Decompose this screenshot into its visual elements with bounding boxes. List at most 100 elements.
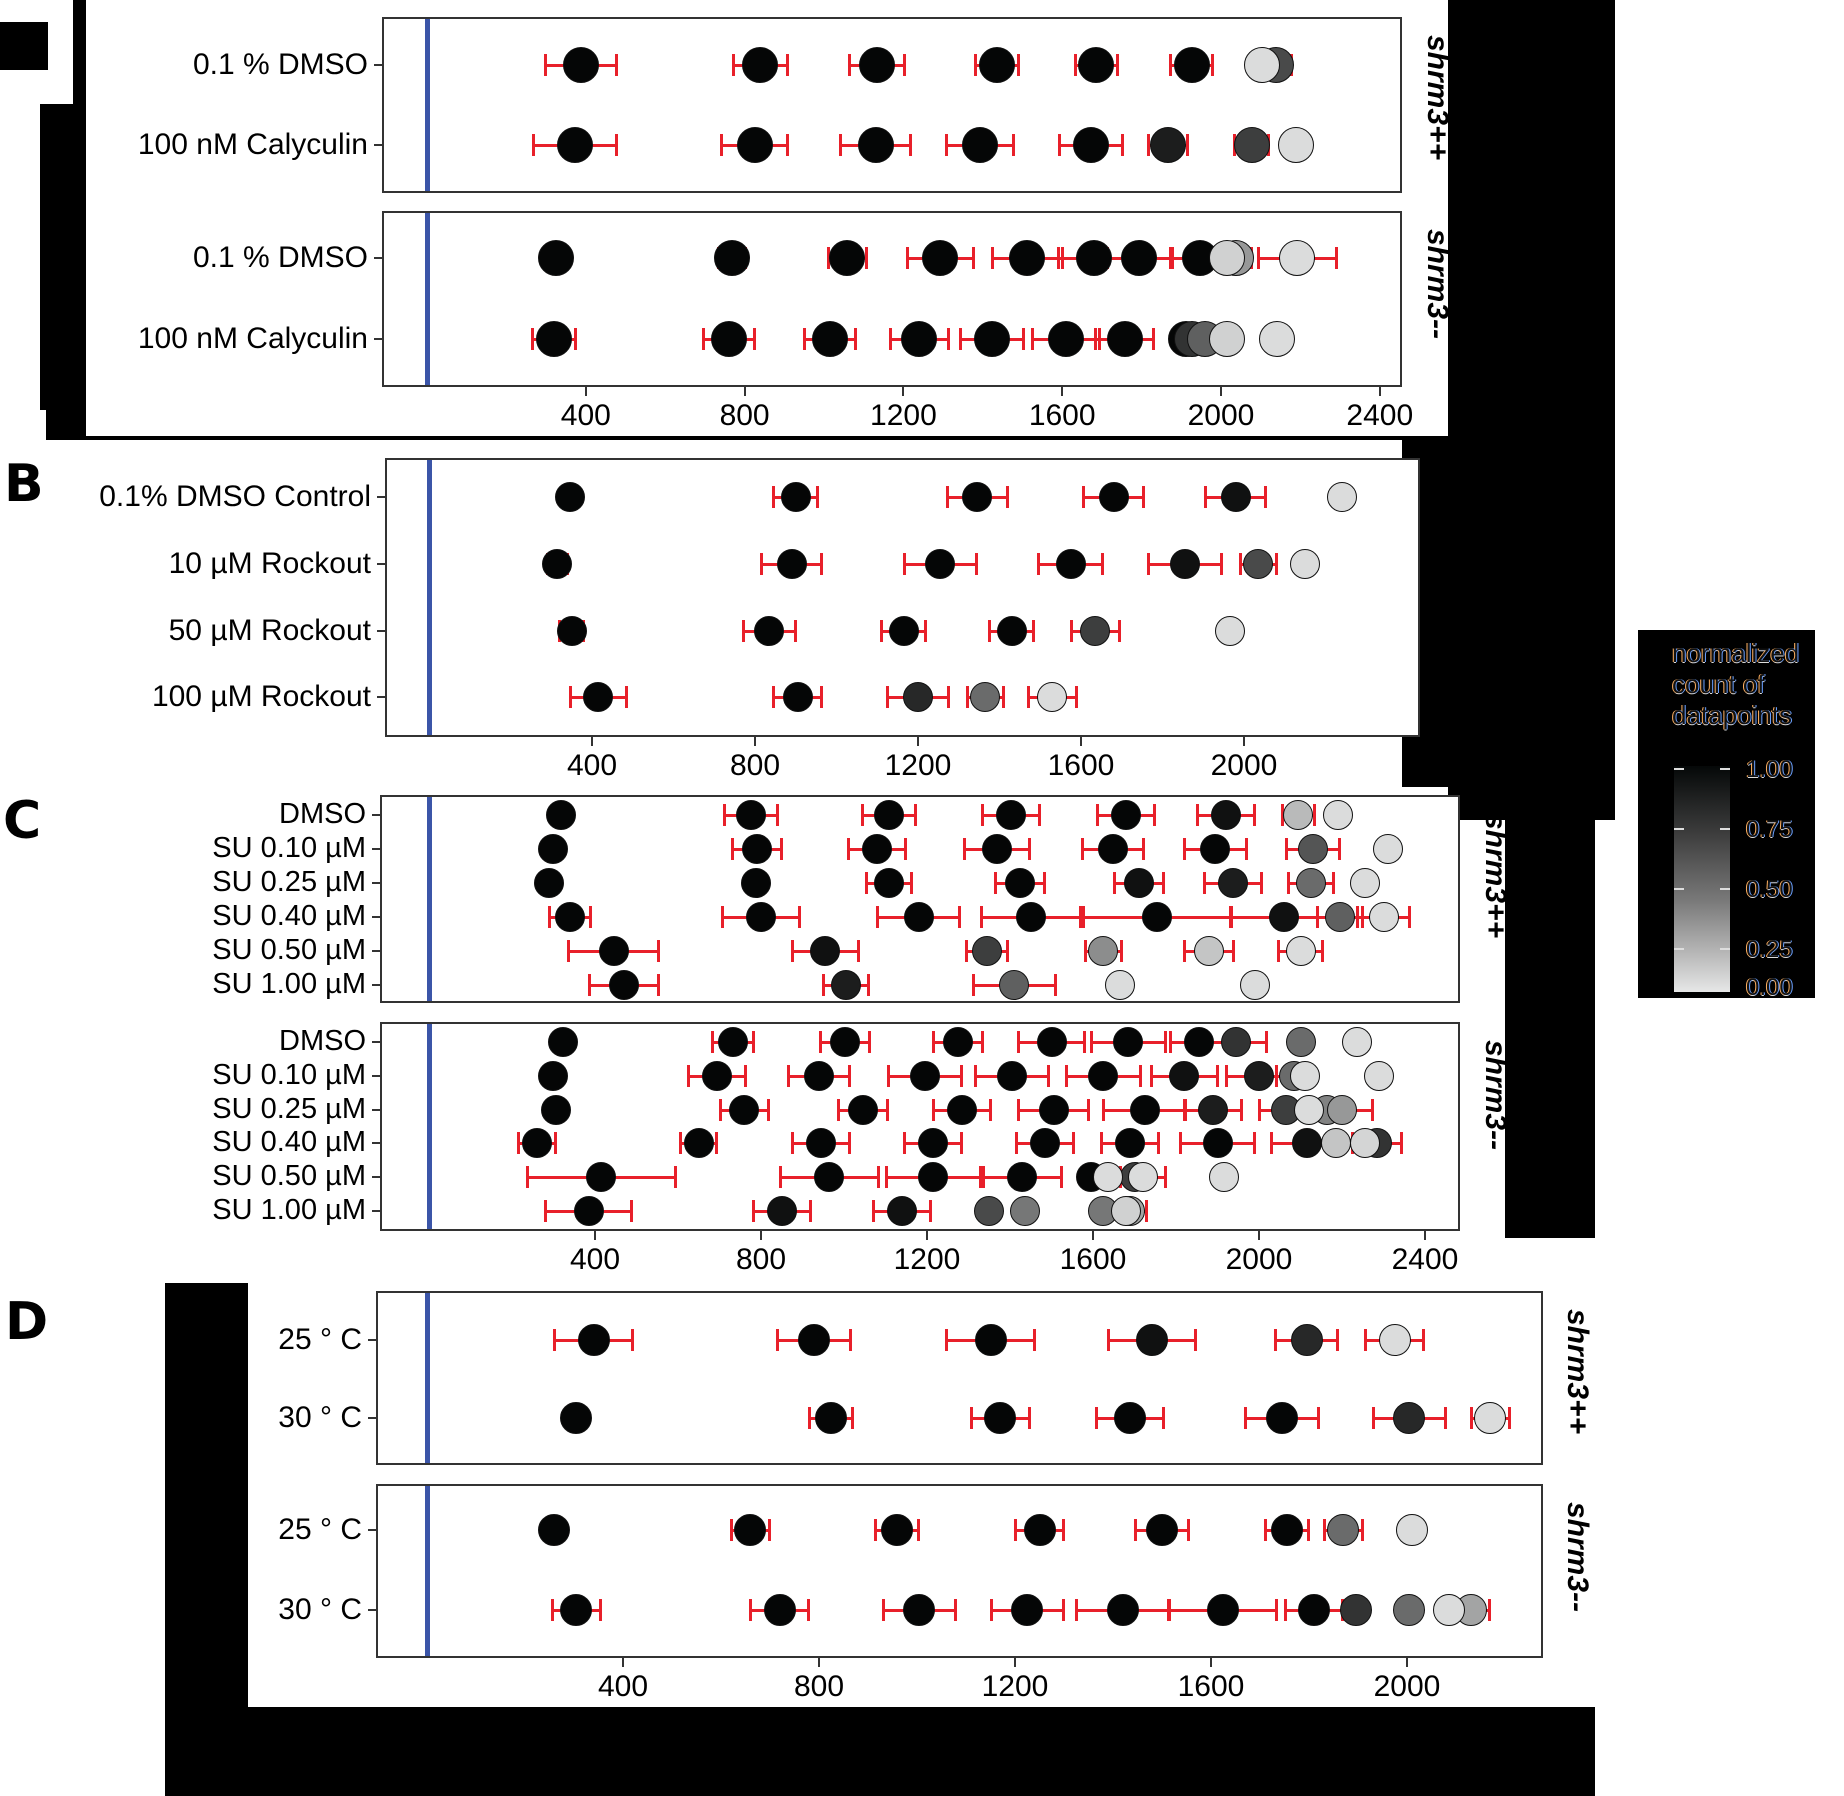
data-point	[1129, 1095, 1160, 1125]
error-bar-cap	[876, 906, 880, 928]
y-tick	[368, 1609, 376, 1611]
y-tick	[368, 1339, 376, 1341]
data-point	[1239, 970, 1270, 1000]
error-bar-cap	[630, 1329, 634, 1351]
legend-tick	[1720, 948, 1730, 950]
data-point	[1088, 936, 1119, 966]
row-label: SU 1.00 µM	[212, 968, 366, 1000]
data-point	[1244, 47, 1281, 83]
error-bar-cap	[573, 328, 577, 350]
data-point	[536, 321, 573, 357]
error-bar-cap	[872, 1200, 876, 1222]
data-point	[996, 616, 1027, 646]
error-bar-cap	[826, 247, 830, 269]
reference-line	[425, 213, 430, 385]
error-bar-cap	[902, 54, 906, 76]
error-bar-cap	[836, 1099, 840, 1121]
data-point	[1194, 936, 1225, 966]
error-bar-cap	[657, 940, 661, 962]
y-tick	[372, 814, 380, 816]
data-point	[1009, 240, 1046, 276]
data-point	[1285, 936, 1316, 966]
error-bar-cap	[1183, 838, 1187, 860]
error-bar-cap	[913, 804, 917, 826]
data-point	[804, 1061, 835, 1091]
legend-label: 0.00	[1746, 974, 1793, 1001]
error-bar-cap	[1093, 328, 1097, 350]
error-bar-cap	[1142, 486, 1146, 508]
data-point	[1293, 1095, 1324, 1125]
data-point	[829, 1027, 860, 1057]
error-bar-cap	[865, 247, 869, 269]
data-point	[1259, 321, 1296, 357]
error-bar-cap	[532, 134, 536, 156]
data-point	[780, 482, 811, 512]
error-bar-cap	[550, 1599, 554, 1621]
data-point	[1327, 1514, 1360, 1546]
data-point	[974, 1324, 1007, 1356]
data-point	[1198, 1095, 1229, 1125]
error-bar-cap	[679, 1132, 683, 1154]
data-point	[810, 936, 841, 966]
data-point	[534, 868, 565, 898]
error-bar-cap	[775, 804, 779, 826]
data-point	[1320, 1128, 1351, 1158]
legend-tick	[1674, 768, 1684, 770]
error-bar-cap	[1150, 1065, 1154, 1087]
error-bar-cap	[1264, 486, 1268, 508]
facet-strip-label: shrm3++	[1561, 1309, 1594, 1435]
x-tick	[591, 737, 593, 746]
error-bar-cap	[553, 1132, 557, 1154]
error-bar-cap	[1240, 1099, 1244, 1121]
error-bar-cap	[587, 974, 591, 996]
error-bar-cap	[851, 1407, 855, 1429]
error-bar-cap	[1259, 872, 1263, 894]
reference-line	[425, 1293, 430, 1463]
x-tick-label: 2000	[1225, 1243, 1293, 1276]
error-bar-cap	[969, 1407, 973, 1429]
error-bar-cap	[1021, 328, 1025, 350]
data-point	[978, 47, 1015, 83]
row-label: 25 ° C	[278, 1513, 362, 1546]
error-bar-cap	[791, 940, 795, 962]
error-bar-cap	[820, 686, 824, 708]
y-tick	[372, 1142, 380, 1144]
row-label: SU 0.40 µM	[212, 900, 366, 932]
error-bar-cap	[1371, 1407, 1375, 1429]
error-bar-cap	[1078, 906, 1082, 928]
row-label: SU 1.00 µM	[212, 1194, 366, 1226]
data-point	[1202, 1128, 1233, 1158]
row-label: 100 nM Calyculin	[137, 128, 368, 161]
error-bar-cap	[856, 940, 860, 962]
error-bar-cap	[1144, 1200, 1148, 1222]
legend-label: 0.50	[1746, 876, 1793, 903]
data-point	[736, 127, 773, 163]
error-bar-cap	[1138, 1065, 1142, 1087]
x-tick-label: 800	[793, 1670, 845, 1703]
y-tick	[377, 496, 385, 498]
error-bar-cap	[1283, 1599, 1287, 1621]
data-point	[1007, 1162, 1038, 1192]
data-point	[909, 1061, 940, 1091]
error-bar-cap	[779, 838, 783, 860]
error-bar-cap	[1142, 838, 1146, 860]
error-bar-cap	[1274, 1065, 1278, 1087]
facet-strip-label: shrm3--	[1421, 229, 1454, 340]
data-point	[1368, 902, 1399, 932]
error-bar-cap	[1284, 838, 1288, 860]
y-tick	[374, 144, 382, 146]
error-bar-cap	[989, 1099, 993, 1121]
error-bar-cap	[946, 686, 950, 708]
error-bar-cap	[1273, 1329, 1277, 1351]
bg-block	[1505, 786, 1595, 1238]
data-point	[714, 240, 751, 276]
data-point	[754, 616, 785, 646]
error-bar-cap	[1157, 1132, 1161, 1154]
data-point	[1474, 1402, 1507, 1434]
error-bar-cap	[877, 1166, 881, 1188]
data-point	[829, 240, 866, 276]
error-bar-cap	[1232, 940, 1236, 962]
error-bar-cap	[1256, 247, 1260, 269]
data-point	[981, 834, 1012, 864]
data-point	[873, 868, 904, 898]
